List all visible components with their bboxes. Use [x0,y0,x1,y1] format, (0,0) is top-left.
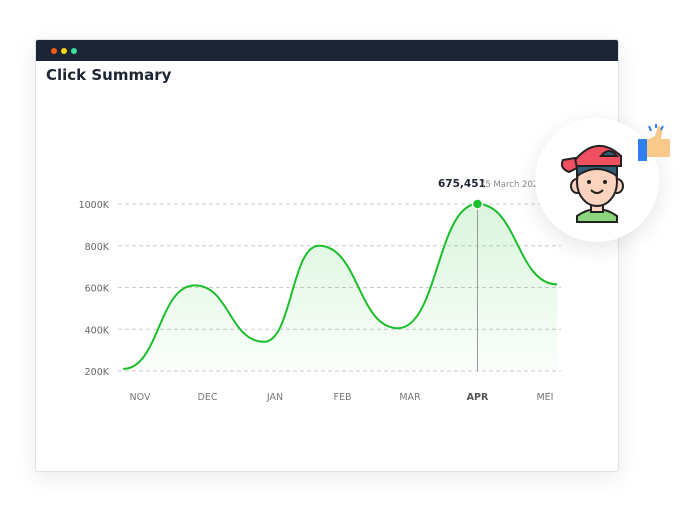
boy-avatar-icon [560,145,624,223]
close-dot[interactable] [51,47,57,54]
window-titlebar [36,40,618,61]
tooltip-date: (5 March 202 [482,180,538,190]
y-tick-label: 1000K [79,200,110,211]
x-tick-label: NOV [130,392,151,403]
avatar [535,118,659,242]
y-tick-label: 200K [85,367,110,378]
hover-marker[interactable] [471,198,484,210]
thumbs-up-icon [638,124,670,161]
x-tick-label: MAR [399,392,421,403]
page-title: Click Summary [46,66,172,84]
x-tick-label: APR [467,392,489,403]
tooltip-value: 675,451 [438,178,486,190]
x-tick-label: MEI [536,392,553,403]
area-fill [123,204,558,371]
maximize-dot[interactable] [71,47,77,54]
minimize-dot[interactable] [61,47,67,54]
x-tick-label: DEC [198,392,218,403]
y-tick-label: 400K [85,325,110,336]
x-tick-label: JAN [266,392,283,403]
y-tick-label: 600K [85,284,110,295]
x-tick-label: FEB [334,392,352,403]
y-tick-label: 800K [85,242,110,253]
